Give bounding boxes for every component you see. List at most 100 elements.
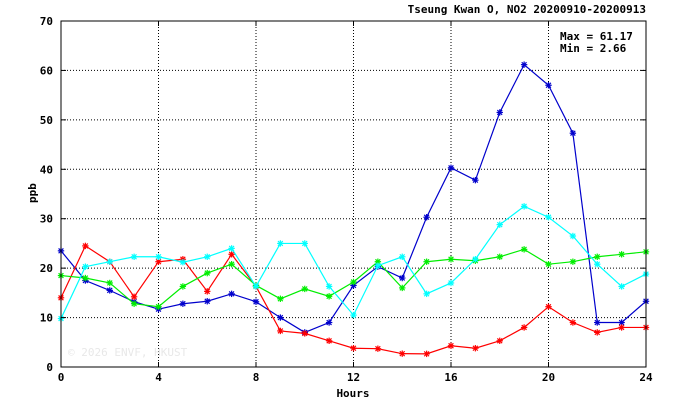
data-point: [545, 214, 552, 221]
data-point: [520, 203, 528, 210]
data-point: [569, 319, 577, 326]
data-point: [618, 283, 625, 290]
data-point: [130, 253, 138, 260]
min-stat: Min = 2.66: [560, 42, 627, 55]
data-point: [423, 290, 430, 298]
y-tick-label: 20: [40, 262, 53, 275]
data-point: [545, 260, 552, 268]
data-point: [350, 278, 357, 286]
data-point: [155, 253, 162, 260]
data-point: [472, 345, 479, 352]
data-point: [520, 61, 528, 68]
data-point: [545, 82, 552, 89]
data-point: [204, 288, 211, 295]
data-point: [520, 324, 528, 331]
data-point: [155, 303, 162, 310]
data-point: [106, 287, 113, 294]
series-line: [60, 205, 647, 319]
data-point: [350, 311, 357, 319]
data-point: [106, 279, 113, 287]
data-point: [496, 221, 503, 228]
data-point: [130, 300, 138, 307]
y-tick-label: 40: [40, 163, 53, 176]
data-point: [594, 329, 601, 336]
data-point: [277, 295, 284, 302]
data-point: [618, 324, 625, 331]
data-point: [252, 283, 260, 290]
x-tick-label: 16: [444, 371, 458, 384]
data-point: [447, 256, 455, 263]
data-point: [179, 300, 187, 307]
y-tick-label: 70: [40, 15, 53, 28]
data-point: [204, 269, 211, 277]
data-point: [325, 283, 333, 290]
y-axis-label: ppb: [26, 183, 39, 203]
data-point: [277, 327, 284, 335]
data-point: [228, 251, 235, 258]
data-point: [399, 284, 406, 292]
x-tick-label: 20: [542, 371, 555, 384]
data-point: [301, 330, 308, 337]
data-point: [179, 283, 187, 290]
data-point: [447, 279, 455, 287]
data-point: [228, 260, 235, 268]
data-point: [252, 298, 260, 305]
data-point: [204, 298, 211, 305]
x-tick-label: 24: [639, 371, 653, 384]
data-point: [277, 240, 284, 247]
series-layer: [57, 61, 650, 358]
data-point: [325, 319, 333, 326]
data-point: [496, 337, 503, 345]
data-point: [301, 285, 308, 293]
data-point: [179, 259, 187, 266]
chart-title: Tseung Kwan O, NO2 20200910-20200913: [408, 3, 646, 16]
data-point: [228, 245, 235, 252]
data-point: [423, 350, 430, 358]
data-point: [472, 176, 479, 184]
data-point: [374, 262, 382, 269]
y-tick-label: 60: [40, 64, 53, 77]
data-point: [545, 303, 552, 310]
data-point: [130, 293, 138, 301]
data-point: [228, 290, 235, 298]
data-point: [82, 242, 89, 250]
data-point: [423, 214, 430, 221]
data-point: [447, 342, 455, 349]
series-2: [57, 246, 650, 310]
x-tick-label: 12: [347, 371, 360, 384]
max-stat: Max = 61.17: [560, 30, 633, 43]
data-point: [325, 293, 333, 300]
data-point: [569, 258, 577, 265]
data-point: [594, 260, 601, 268]
data-point: [399, 274, 406, 282]
data-point: [350, 345, 357, 352]
data-point: [496, 109, 503, 116]
data-point: [520, 246, 528, 253]
data-point: [301, 240, 308, 247]
data-point: [374, 345, 382, 352]
data-point: [325, 337, 333, 345]
data-point: [82, 274, 89, 282]
series-line: [60, 248, 647, 308]
data-point: [399, 253, 406, 260]
y-tick-label: 0: [46, 361, 53, 374]
x-axis-label: Hours: [336, 387, 369, 400]
data-point: [594, 319, 601, 326]
data-point: [106, 258, 113, 265]
x-tick-label: 0: [58, 371, 65, 384]
data-point: [472, 256, 479, 263]
data-point: [569, 130, 577, 137]
data-point: [423, 258, 430, 265]
series-line: [60, 245, 646, 355]
data-point: [618, 251, 625, 258]
data-point: [399, 350, 406, 357]
x-tick-label: 8: [253, 371, 260, 384]
data-point: [277, 314, 284, 321]
series-3: [57, 203, 650, 322]
y-tick-label: 30: [40, 213, 53, 226]
data-point: [204, 253, 211, 260]
watermark: © 2026 ENVF, HKUST: [68, 346, 188, 359]
y-tick-label: 10: [40, 312, 53, 325]
data-point: [569, 232, 577, 240]
